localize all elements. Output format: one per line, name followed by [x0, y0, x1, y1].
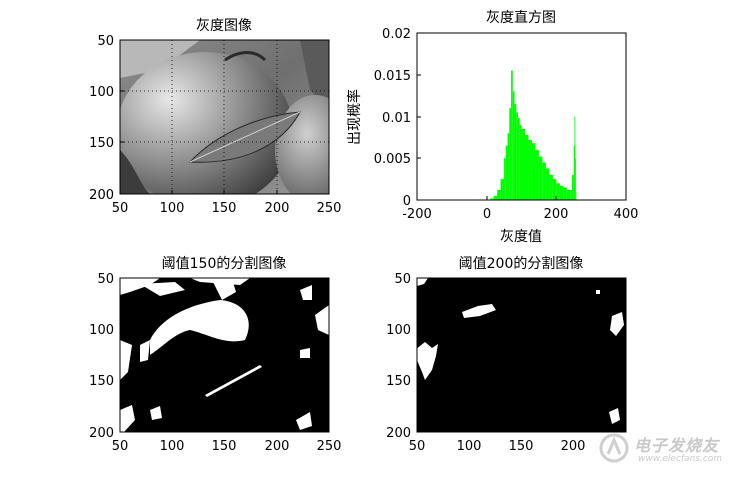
x-tick-label: 200 [561, 439, 586, 454]
histogram-bar [549, 174, 553, 200]
histogram-bar [574, 116, 576, 200]
y-tick-label: 0 [403, 194, 411, 209]
x-tick-label: 100 [160, 201, 185, 216]
histogram-bar [552, 179, 557, 201]
histogram-bar [507, 133, 510, 200]
x-tick-label: 250 [317, 439, 342, 454]
histogram-bar [572, 174, 574, 200]
histogram-bar [516, 112, 519, 200]
x-tick-label: 50 [409, 439, 426, 454]
histogram-bar [521, 129, 525, 200]
y-tick-label: 200 [89, 426, 114, 441]
y-tick-label: 100 [89, 85, 114, 100]
x-tick-label: 200 [265, 439, 290, 454]
histogram-bar [559, 185, 564, 200]
histogram-bar [528, 139, 532, 200]
x-tick-label: 250 [317, 201, 342, 216]
histogram-bar [490, 198, 494, 200]
histogram-bar [493, 195, 498, 200]
grayscale-image-title: 灰度图像 [196, 18, 252, 34]
x-tick-label: 0 [483, 207, 491, 222]
y-tick-label: 50 [394, 272, 411, 287]
x-tick-label: 200 [544, 207, 569, 222]
y-tick-label: 200 [386, 426, 411, 441]
grayscale-apple-photo [120, 40, 329, 194]
y-tick-label: 50 [97, 34, 114, 49]
histogram-bar [504, 158, 506, 200]
histogram-bar [535, 149, 539, 200]
histogram-bar [570, 189, 573, 200]
histogram-bar [509, 108, 512, 200]
y-tick-label: 100 [386, 323, 411, 338]
y-tick-label: 150 [386, 374, 411, 389]
y-tick-label: 0.02 [382, 27, 411, 42]
threshold-200-image [417, 278, 626, 432]
histogram-bar [511, 70, 513, 200]
histogram-bar [566, 189, 571, 200]
y-tick-label: 200 [89, 188, 114, 203]
histogram-bar [524, 134, 529, 200]
x-tick-label: 200 [265, 201, 290, 216]
watermark-url: www.elecfans.com [638, 454, 723, 464]
histogram-bar [538, 156, 543, 200]
y-tick-label: 0.005 [374, 152, 411, 167]
y-tick-label: 50 [97, 272, 114, 287]
threshold-150-image [120, 278, 329, 432]
y-tick-label: 150 [89, 136, 114, 151]
histogram-bar [575, 191, 577, 200]
histogram-bar [500, 179, 505, 201]
threshold-200-panel: 阈值200的分割图像 50 100 150 200 50 100 150 200 [386, 255, 627, 454]
x-tick-label: 150 [212, 439, 237, 454]
x-tick-label: 150 [212, 201, 237, 216]
y-tick-label: 100 [89, 323, 114, 338]
y-tick-label: 0.015 [374, 69, 411, 84]
y-tick-label: 0.01 [382, 111, 411, 126]
watermark: 电子发烧友 www.elecfans.com [598, 430, 736, 470]
x-tick-label: -200 [402, 207, 432, 222]
watermark-logo-icon [599, 433, 629, 463]
histogram-bar [556, 183, 560, 200]
x-tick-label: 50 [112, 201, 129, 216]
histogram-bar [573, 145, 575, 200]
histogram-y-label: 出现概率 [346, 89, 363, 145]
x-tick-label: 400 [614, 207, 639, 222]
grayscale-image-panel: 灰度图像 50 100 150 200 250 50 100 150 200 [89, 18, 342, 216]
histogram-bar [512, 91, 515, 200]
histogram-bar [531, 143, 536, 200]
x-tick-label: 100 [160, 439, 185, 454]
histogram-bar [497, 189, 501, 200]
watermark-name: 电子发烧友 [634, 436, 720, 455]
histogram-bars [490, 70, 577, 201]
threshold-200-title: 阈值200的分割图像 [459, 255, 584, 272]
threshold-150-panel: 阈值150的分割图像 50 100 150 200 250 50 100 150… [89, 255, 341, 454]
histogram-bar [519, 124, 522, 200]
histogram-bar [542, 162, 546, 200]
threshold-150-title: 阈值150的分割图像 [162, 255, 287, 272]
histogram-bar [563, 187, 567, 200]
histogram-bar [505, 145, 508, 200]
histogram-bar [518, 118, 520, 200]
histogram-panel: 灰度直方图 -200 0 200 400 0.02 0.015 0.01 0.0… [346, 9, 638, 245]
histogram-x-label: 灰度值 [500, 229, 542, 245]
x-tick-label: 50 [112, 439, 129, 454]
histogram-title: 灰度直方图 [486, 9, 556, 26]
x-tick-label: 100 [457, 439, 482, 454]
grayscale-grid [120, 40, 329, 194]
histogram-bar [514, 103, 517, 200]
x-tick-label: 150 [509, 439, 534, 454]
histogram-bar [575, 158, 576, 200]
y-tick-label: 150 [89, 374, 114, 389]
histogram-bar [545, 168, 550, 200]
